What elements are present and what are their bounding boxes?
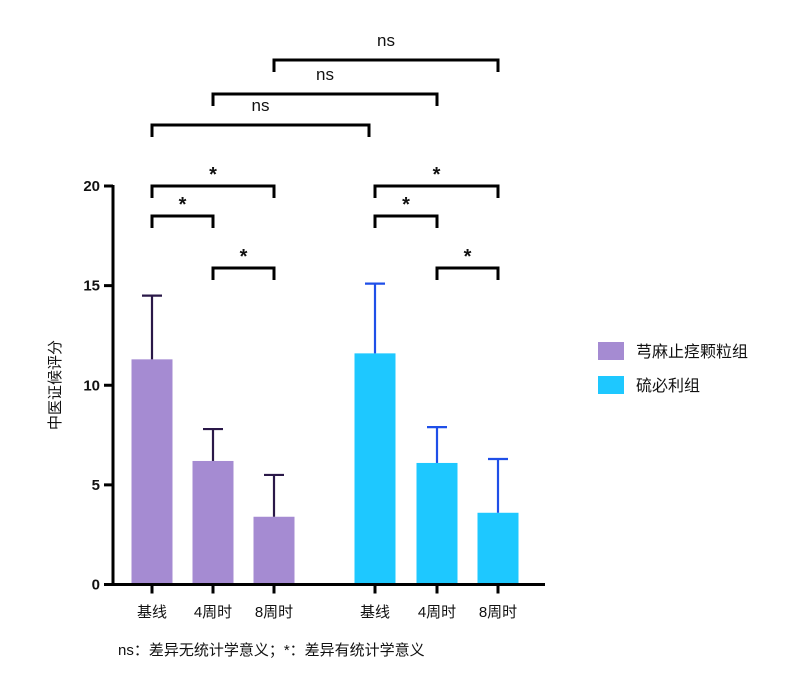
significance-label: *	[464, 246, 472, 268]
significance-label: *	[402, 194, 410, 216]
x-tick-label: 基线	[360, 604, 390, 621]
bar-2-3	[477, 512, 519, 585]
y-tick-label: 10	[83, 377, 100, 394]
y-tick-label: 15	[83, 278, 100, 295]
x-tick-label: 8周时	[255, 604, 293, 621]
significance-bracket	[150, 123, 371, 137]
y-axis-label: 中医证候评分	[47, 340, 64, 430]
bar-2-2	[416, 462, 458, 585]
bar-2-1	[354, 353, 396, 585]
significance-bracket	[211, 266, 276, 280]
significance-label: ns	[316, 65, 334, 84]
legend-label-series-2: 硫必利组	[636, 377, 700, 395]
y-tick-label: 5	[92, 477, 100, 494]
significance-bracket	[272, 58, 500, 72]
significance-bracket	[150, 214, 215, 228]
significance-bracket	[373, 214, 439, 228]
significance-bracket	[150, 184, 276, 198]
x-tick-label: 8周时	[479, 604, 517, 621]
significance-bracket	[435, 266, 500, 280]
legend-swatch-series-1	[598, 342, 624, 360]
x-tick-label: 4周时	[418, 604, 456, 621]
x-tick-label: 基线	[137, 604, 167, 621]
x-tick-label: 4周时	[194, 604, 232, 621]
significance-label: *	[240, 246, 248, 268]
y-tick-label: 20	[83, 178, 100, 195]
bar-1-1	[131, 359, 173, 585]
significance-label: ns	[252, 96, 270, 115]
footnote: ns：差异无统计学意义；*：差异有统计学意义	[118, 641, 425, 659]
significance-bracket	[211, 92, 439, 106]
significance-label: *	[209, 164, 217, 186]
bar-1-3	[253, 516, 295, 585]
legend-swatch-series-2	[598, 376, 624, 394]
bar-1-2	[192, 460, 234, 585]
legend: 芎麻止痉颗粒组 硫必利组	[598, 342, 748, 395]
significance-label: *	[433, 164, 441, 186]
significance-bracket	[373, 184, 500, 198]
significance-label: ns	[377, 31, 395, 50]
legend-label-series-1: 芎麻止痉颗粒组	[636, 343, 748, 361]
significance-label: *	[179, 194, 187, 216]
y-tick-label: 0	[92, 577, 100, 594]
